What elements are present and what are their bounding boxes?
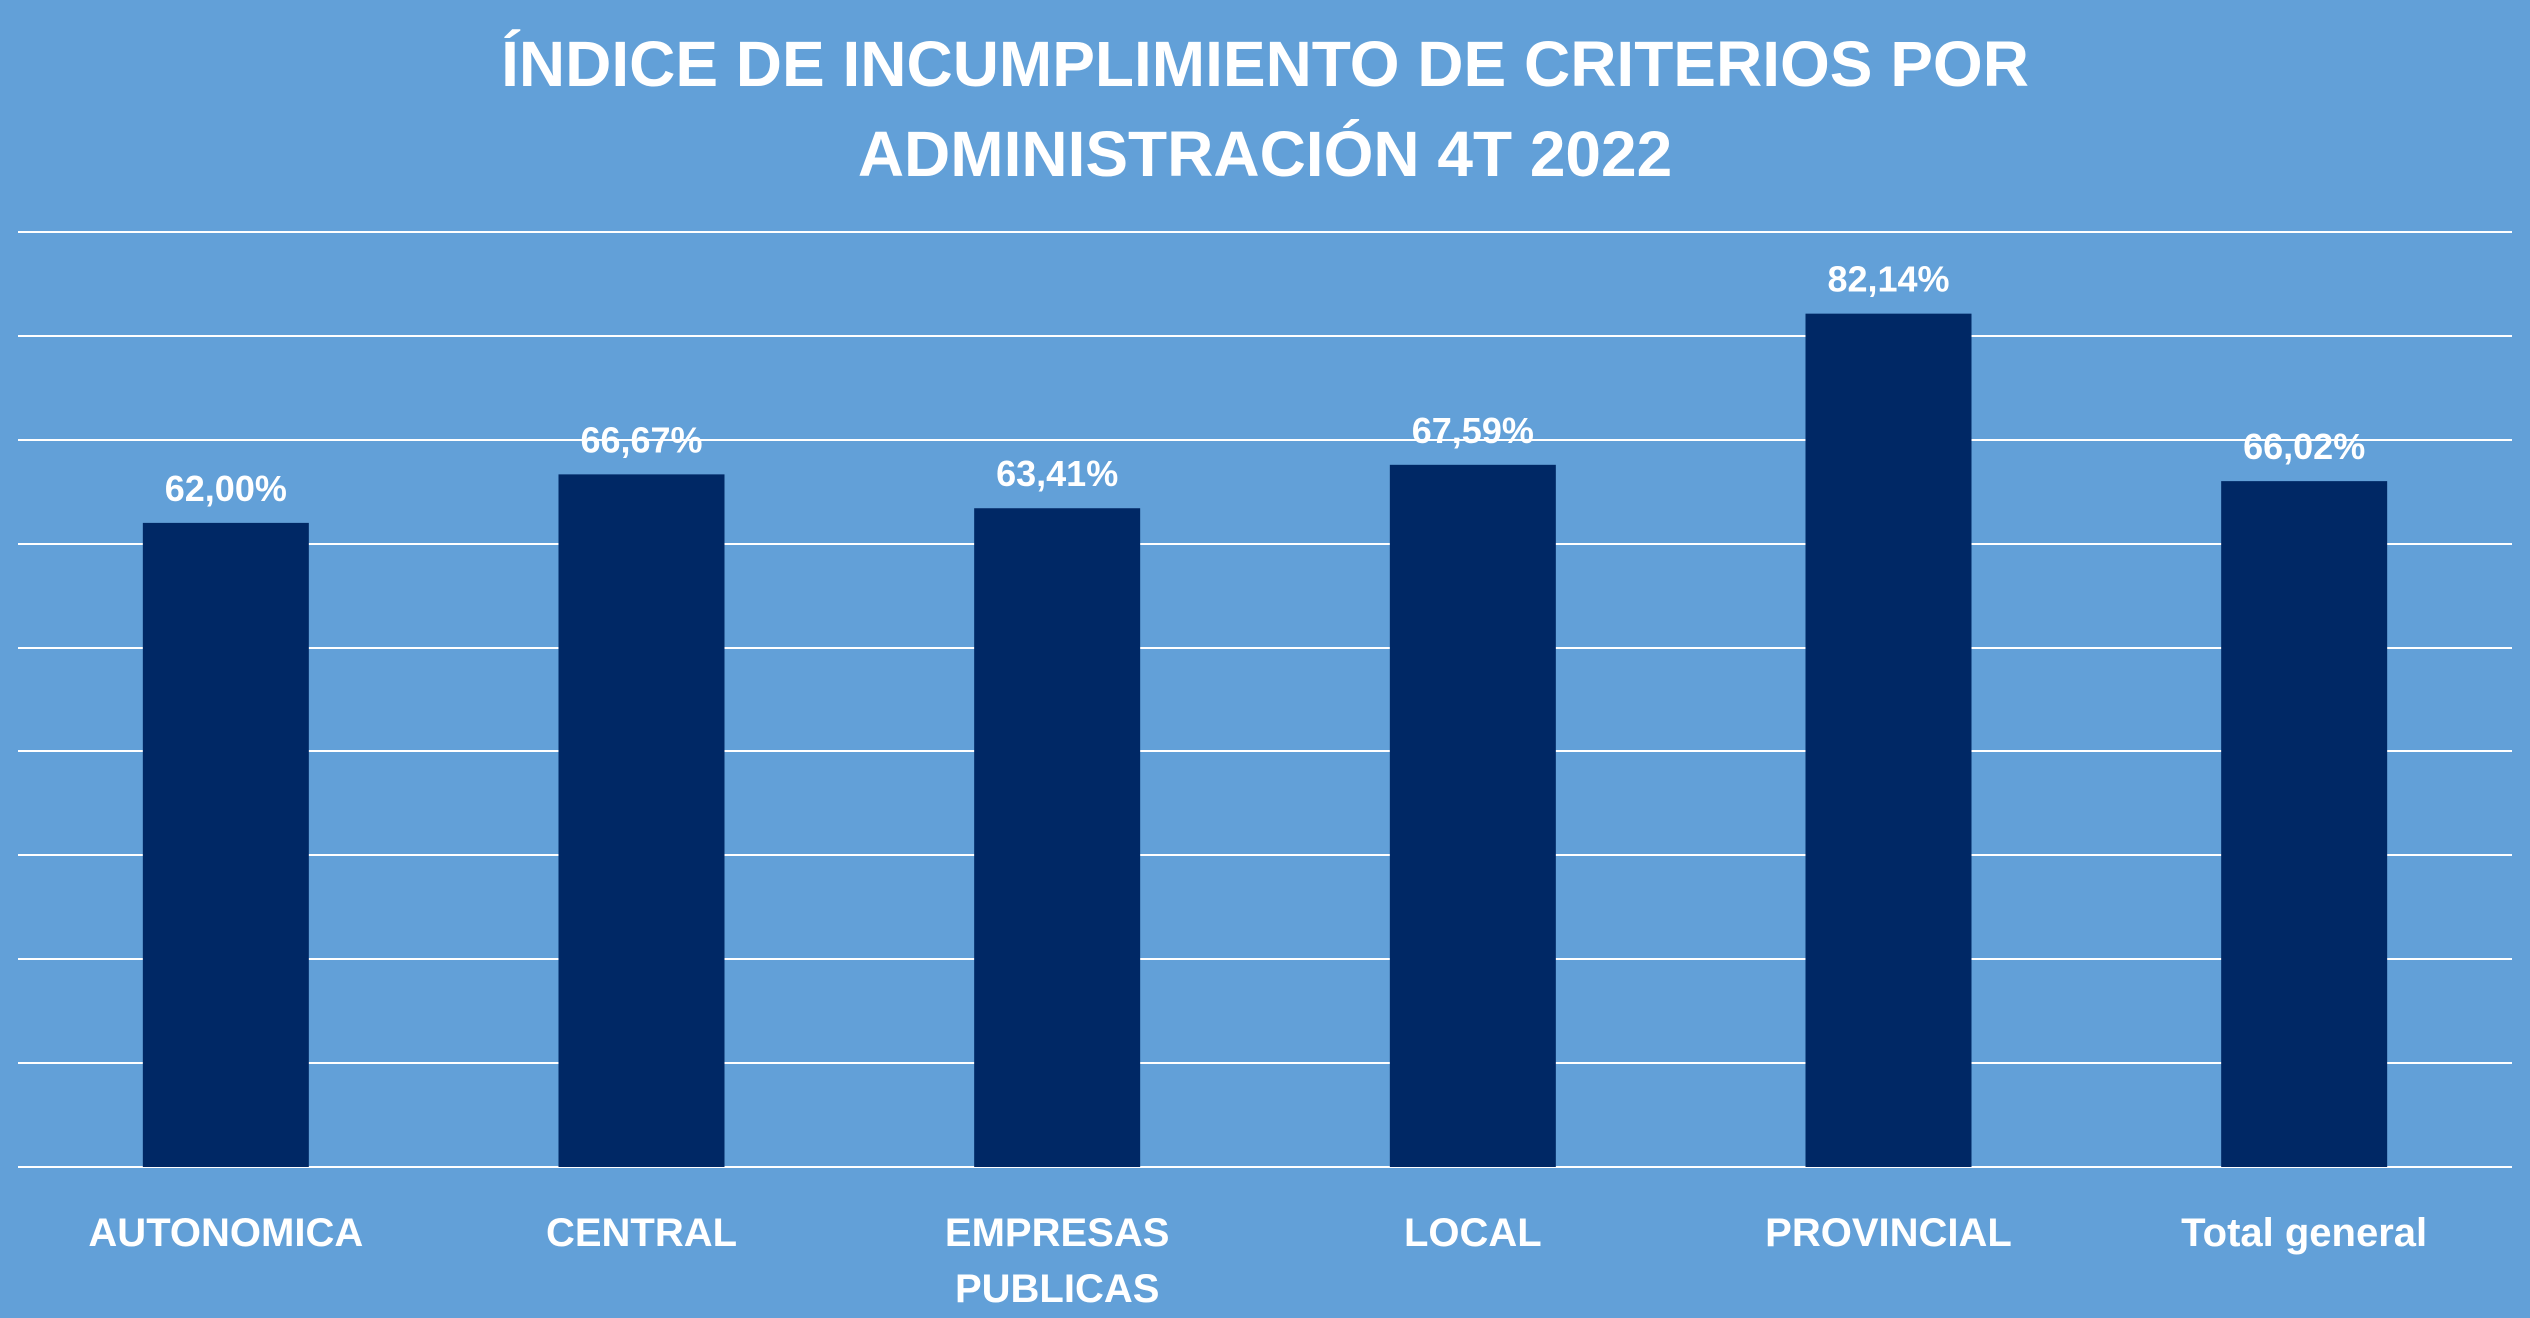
bar: [1805, 313, 1972, 1167]
data-label: 67,59%: [1412, 410, 1534, 451]
bars: [142, 313, 2388, 1167]
bar: [2221, 481, 2388, 1167]
data-label: 82,14%: [1827, 259, 1949, 300]
gridlines: [18, 231, 2512, 1168]
chart-title-line-2: ADMINISTRACIÓN 4T 2022: [858, 118, 1672, 190]
category-label: LOCAL: [1404, 1211, 1542, 1255]
data-label: 63,41%: [996, 453, 1118, 494]
bar: [1389, 464, 1556, 1167]
data-label: 66,02%: [2243, 426, 2365, 467]
data-label: 62,00%: [165, 468, 287, 509]
bar: [558, 474, 725, 1167]
data-label: 66,67%: [580, 419, 702, 460]
category-label: PUBLICAS: [955, 1267, 1159, 1311]
chart-title-line-1: ÍNDICE DE INCUMPLIMIENTO DE CRITERIOS PO…: [501, 28, 2029, 100]
bar: [974, 508, 1141, 1167]
category-label: Total general: [2181, 1211, 2427, 1255]
bar: [142, 522, 309, 1167]
data-labels: 62,00% 66,67% 63,41% 67,59% 82,14% 66,02%: [165, 259, 2365, 509]
category-label: CENTRAL: [546, 1211, 737, 1255]
chart-title: ÍNDICE DE INCUMPLIMIENTO DE CRITERIOS PO…: [501, 28, 2029, 190]
category-label: PROVINCIAL: [1765, 1211, 2012, 1255]
category-label: EMPRESAS: [945, 1211, 1170, 1255]
category-label: AUTONOMICA: [88, 1211, 363, 1255]
category-labels: AUTONOMICA CENTRAL EMPRESAS PUBLICAS LOCAL PR…: [88, 1211, 2427, 1311]
